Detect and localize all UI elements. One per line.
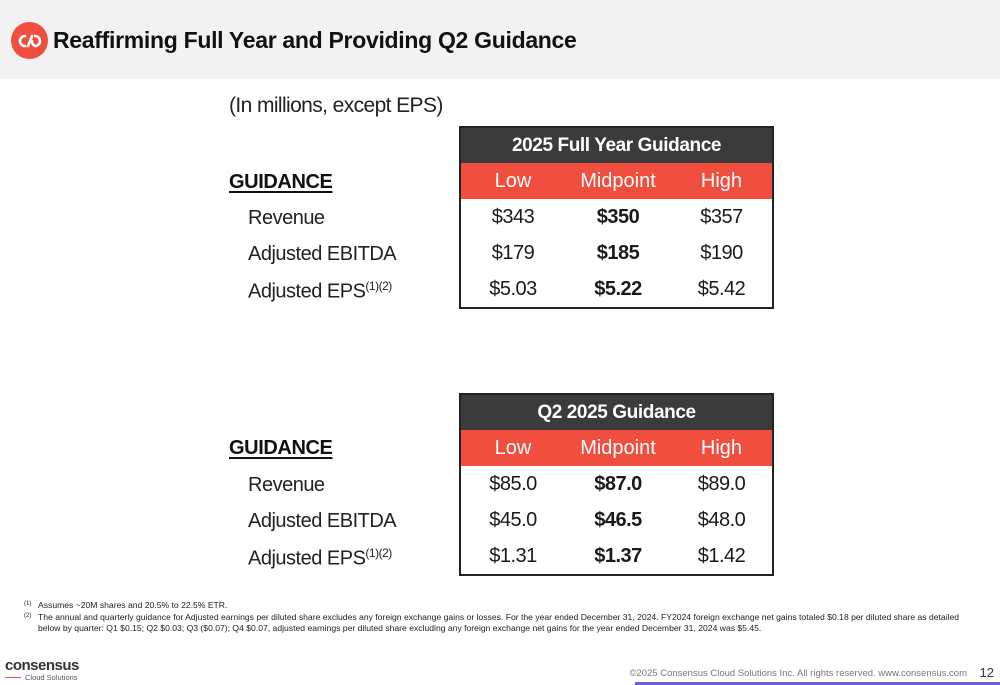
full-year-guidance-table: 2025 Full Year Guidance Low Midpoint Hig… xyxy=(459,126,774,309)
page-title: Reaffirming Full Year and Providing Q2 G… xyxy=(53,27,577,53)
header-bar: Reaffirming Full Year and Providing Q2 G… xyxy=(0,0,1000,79)
q2-row-label: Revenue xyxy=(248,474,325,496)
q2-guidance-label: GUIDANCE xyxy=(229,437,333,459)
units-note: (In millions, except EPS) xyxy=(229,94,443,117)
table-cell: $5.22 xyxy=(594,277,642,300)
footnote: (2) The annual and quarterly guidance fo… xyxy=(24,612,974,635)
footnote-mark: (2) xyxy=(24,612,32,619)
table-row: $45.0 $46.5 $48.0 xyxy=(461,502,772,538)
brand-wordmark: consensus xyxy=(5,657,79,674)
table-cell: $45.0 xyxy=(489,508,537,531)
footer-accent-bar xyxy=(635,682,1000,685)
table-title: 2025 Full Year Guidance xyxy=(461,128,772,163)
full-year-row-label: Adjusted EPS(1)(2) xyxy=(248,279,392,303)
table-cell: $89.0 xyxy=(697,472,746,495)
brand-subtitle: Cloud Solutions xyxy=(5,673,78,682)
q2-guidance-table: Q2 2025 Guidance Low Midpoint High $85.0… xyxy=(459,393,774,576)
footnote: (1) Assumes ~20M shares and 20.5% to 22.… xyxy=(24,600,974,612)
table-cell: $87.0 xyxy=(594,472,642,495)
table-cell: $85.0 xyxy=(489,472,537,495)
table-cell: $5.42 xyxy=(697,277,746,300)
footnotes: (1) Assumes ~20M shares and 20.5% to 22.… xyxy=(24,600,974,635)
column-header: Low xyxy=(494,436,532,459)
q2-row-label: Adjusted EPS(1)(2) xyxy=(248,546,392,570)
table-row: $343 $350 $357 xyxy=(461,199,772,235)
table-row: $1.31 $1.37 $1.42 xyxy=(461,538,772,574)
table-cell: $48.0 xyxy=(697,508,746,531)
table-cell: $350 xyxy=(596,205,640,228)
table-cell: $357 xyxy=(700,205,743,228)
consensus-logo-icon xyxy=(11,22,48,59)
column-header: High xyxy=(700,169,743,192)
table-title: Q2 2025 Guidance xyxy=(461,395,772,430)
table-cell: $343 xyxy=(491,205,535,228)
q2-row-label: Adjusted EBITDA xyxy=(248,510,397,532)
column-header: High xyxy=(700,436,743,459)
page-number: 12 xyxy=(979,665,994,680)
table-cell: $179 xyxy=(491,241,535,264)
copyright-text: ©2025 Consensus Cloud Solutions Inc. All… xyxy=(629,668,967,679)
table-cell: $190 xyxy=(700,241,743,264)
table-column-headers: Low Midpoint High xyxy=(461,163,772,199)
full-year-row-label: Revenue xyxy=(248,207,325,229)
table-row: $5.03 $5.22 $5.42 xyxy=(461,271,772,307)
table-cell: $5.03 xyxy=(489,277,537,300)
table-cell: $1.42 xyxy=(697,544,746,567)
footnote-text: The annual and quarterly guidance for Ad… xyxy=(38,611,960,634)
footnote-ref: (1)(2) xyxy=(365,279,392,293)
brand-dash xyxy=(5,676,21,679)
footnote-text: Assumes ~20M shares and 20.5% to 22.5% E… xyxy=(38,600,228,610)
footnote-mark: (1) xyxy=(24,601,32,607)
column-header: Low xyxy=(494,169,532,192)
full-year-guidance-label: GUIDANCE xyxy=(229,171,333,193)
table-cell: $185 xyxy=(596,241,640,264)
column-header: Midpoint xyxy=(580,436,656,459)
table-cell: $1.37 xyxy=(594,544,642,567)
table-row: $85.0 $87.0 $89.0 xyxy=(461,466,772,502)
footnote-ref: (1)(2) xyxy=(365,546,392,560)
full-year-row-label: Adjusted EBITDA xyxy=(248,243,397,265)
table-cell: $1.31 xyxy=(489,544,537,567)
table-column-headers: Low Midpoint High xyxy=(461,430,772,466)
table-cell: $46.5 xyxy=(594,508,642,531)
column-header: Midpoint xyxy=(580,169,656,192)
table-row: $179 $185 $190 xyxy=(461,235,772,271)
